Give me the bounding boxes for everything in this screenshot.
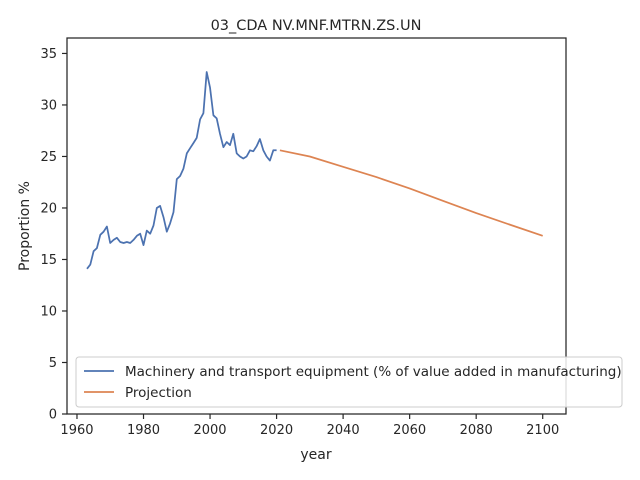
y-axis-label: Proportion %	[17, 181, 33, 271]
series-lines	[86, 71, 543, 270]
x-axis-ticks: 1960 1980 2000 2020 2040 2060 2080 2100	[60, 414, 559, 438]
legend: Machinery and transport equipment (% of …	[75, 356, 623, 408]
y-tick-label: 25	[40, 150, 57, 165]
x-tick-label: 2020	[260, 423, 293, 438]
plot-frame	[66, 37, 567, 415]
chart-title: 03_CDA NV.MNF.MTRN.ZS.UN	[211, 18, 422, 34]
legend-label-machinery: Machinery and transport equipment (% of …	[125, 364, 622, 380]
legend-box	[75, 356, 623, 408]
x-tick-label: 2000	[193, 423, 226, 438]
x-tick-label: 2060	[393, 423, 426, 438]
y-tick-label: 20	[40, 201, 57, 216]
y-tick-label: 5	[49, 356, 57, 371]
y-axis-ticks: 0 5 10 15 20 25 30 35	[40, 47, 67, 423]
x-tick-label: 1960	[60, 423, 93, 438]
legend-label-projection: Projection	[125, 385, 192, 401]
x-tick-label: 1980	[127, 423, 160, 438]
x-tick-label: 2100	[526, 423, 559, 438]
y-tick-label: 30	[40, 98, 57, 113]
machinery-series-line	[86, 71, 277, 270]
y-tick-label: 0	[49, 408, 57, 423]
x-axis-label: year	[300, 447, 331, 463]
y-tick-label: 15	[40, 253, 57, 268]
x-tick-label: 2040	[327, 423, 360, 438]
x-tick-label: 2080	[460, 423, 493, 438]
projection-series-line	[279, 149, 543, 237]
y-tick-label: 35	[40, 47, 57, 62]
y-tick-label: 10	[40, 304, 57, 319]
